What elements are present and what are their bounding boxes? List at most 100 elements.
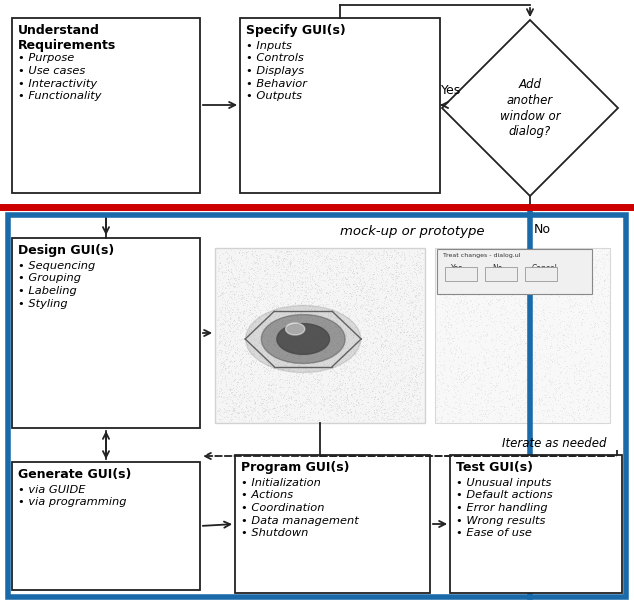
Point — [562, 283, 572, 292]
Point — [250, 405, 260, 414]
Point — [311, 356, 321, 365]
Point — [271, 346, 281, 356]
Point — [527, 249, 538, 259]
Point — [603, 345, 613, 355]
Point — [334, 387, 344, 397]
Point — [316, 391, 326, 400]
Point — [397, 397, 407, 407]
Point — [334, 368, 344, 378]
Point — [393, 354, 403, 364]
Point — [370, 321, 380, 331]
Point — [253, 274, 263, 283]
Point — [339, 363, 349, 373]
Point — [247, 303, 257, 313]
Point — [219, 374, 230, 384]
Point — [545, 354, 555, 364]
Point — [481, 360, 491, 370]
Point — [344, 281, 354, 291]
Point — [390, 349, 400, 359]
Point — [507, 291, 517, 300]
Point — [483, 301, 493, 310]
Point — [507, 286, 517, 296]
Point — [536, 248, 547, 257]
Point — [313, 263, 323, 273]
Point — [356, 291, 366, 301]
Point — [288, 358, 299, 367]
Point — [325, 285, 335, 295]
Point — [546, 379, 556, 388]
Point — [417, 364, 427, 373]
Point — [540, 352, 550, 361]
Point — [359, 328, 370, 338]
Point — [264, 309, 275, 318]
Point — [334, 301, 344, 310]
Point — [376, 341, 386, 351]
Point — [330, 261, 340, 271]
Point — [544, 411, 554, 421]
Point — [493, 296, 503, 306]
Point — [254, 254, 264, 263]
Point — [573, 254, 583, 264]
Point — [300, 286, 310, 296]
Point — [323, 326, 333, 336]
Point — [268, 269, 278, 279]
Point — [394, 298, 404, 307]
Point — [306, 394, 316, 404]
Point — [357, 395, 367, 405]
Point — [405, 254, 415, 264]
Point — [364, 390, 374, 400]
Point — [413, 353, 423, 362]
Point — [363, 321, 373, 330]
Point — [357, 299, 367, 309]
Point — [372, 401, 382, 411]
Point — [418, 368, 428, 378]
Point — [373, 327, 384, 337]
Point — [442, 268, 452, 277]
Point — [371, 363, 381, 373]
Point — [223, 303, 233, 313]
Point — [313, 288, 323, 298]
Point — [416, 343, 426, 353]
Point — [309, 352, 320, 361]
Point — [282, 272, 292, 281]
Point — [440, 312, 450, 321]
Point — [293, 312, 303, 322]
Point — [341, 301, 351, 311]
Point — [224, 340, 234, 350]
Point — [363, 376, 373, 385]
Point — [548, 281, 559, 291]
Point — [230, 335, 240, 345]
Point — [310, 246, 320, 255]
Point — [481, 356, 491, 365]
Point — [564, 350, 574, 360]
Point — [391, 333, 401, 343]
Point — [282, 387, 292, 396]
Point — [259, 346, 269, 356]
Point — [574, 383, 585, 393]
Point — [320, 333, 330, 342]
Point — [216, 320, 226, 329]
Point — [233, 413, 243, 422]
Point — [330, 362, 340, 371]
Point — [250, 305, 260, 315]
Text: No: No — [492, 264, 502, 273]
Point — [358, 385, 368, 394]
Point — [521, 353, 531, 363]
Point — [294, 413, 304, 423]
Point — [283, 299, 294, 309]
Point — [408, 381, 418, 391]
Point — [391, 270, 401, 280]
Point — [287, 352, 297, 362]
Point — [500, 309, 510, 318]
Point — [285, 246, 295, 256]
Text: Yes: Yes — [451, 264, 463, 273]
Point — [343, 336, 353, 346]
Point — [539, 284, 549, 294]
Point — [368, 411, 378, 421]
Point — [229, 375, 239, 385]
Point — [443, 333, 453, 342]
Point — [435, 332, 445, 341]
Point — [306, 387, 316, 396]
Point — [279, 307, 289, 317]
Point — [271, 253, 281, 263]
